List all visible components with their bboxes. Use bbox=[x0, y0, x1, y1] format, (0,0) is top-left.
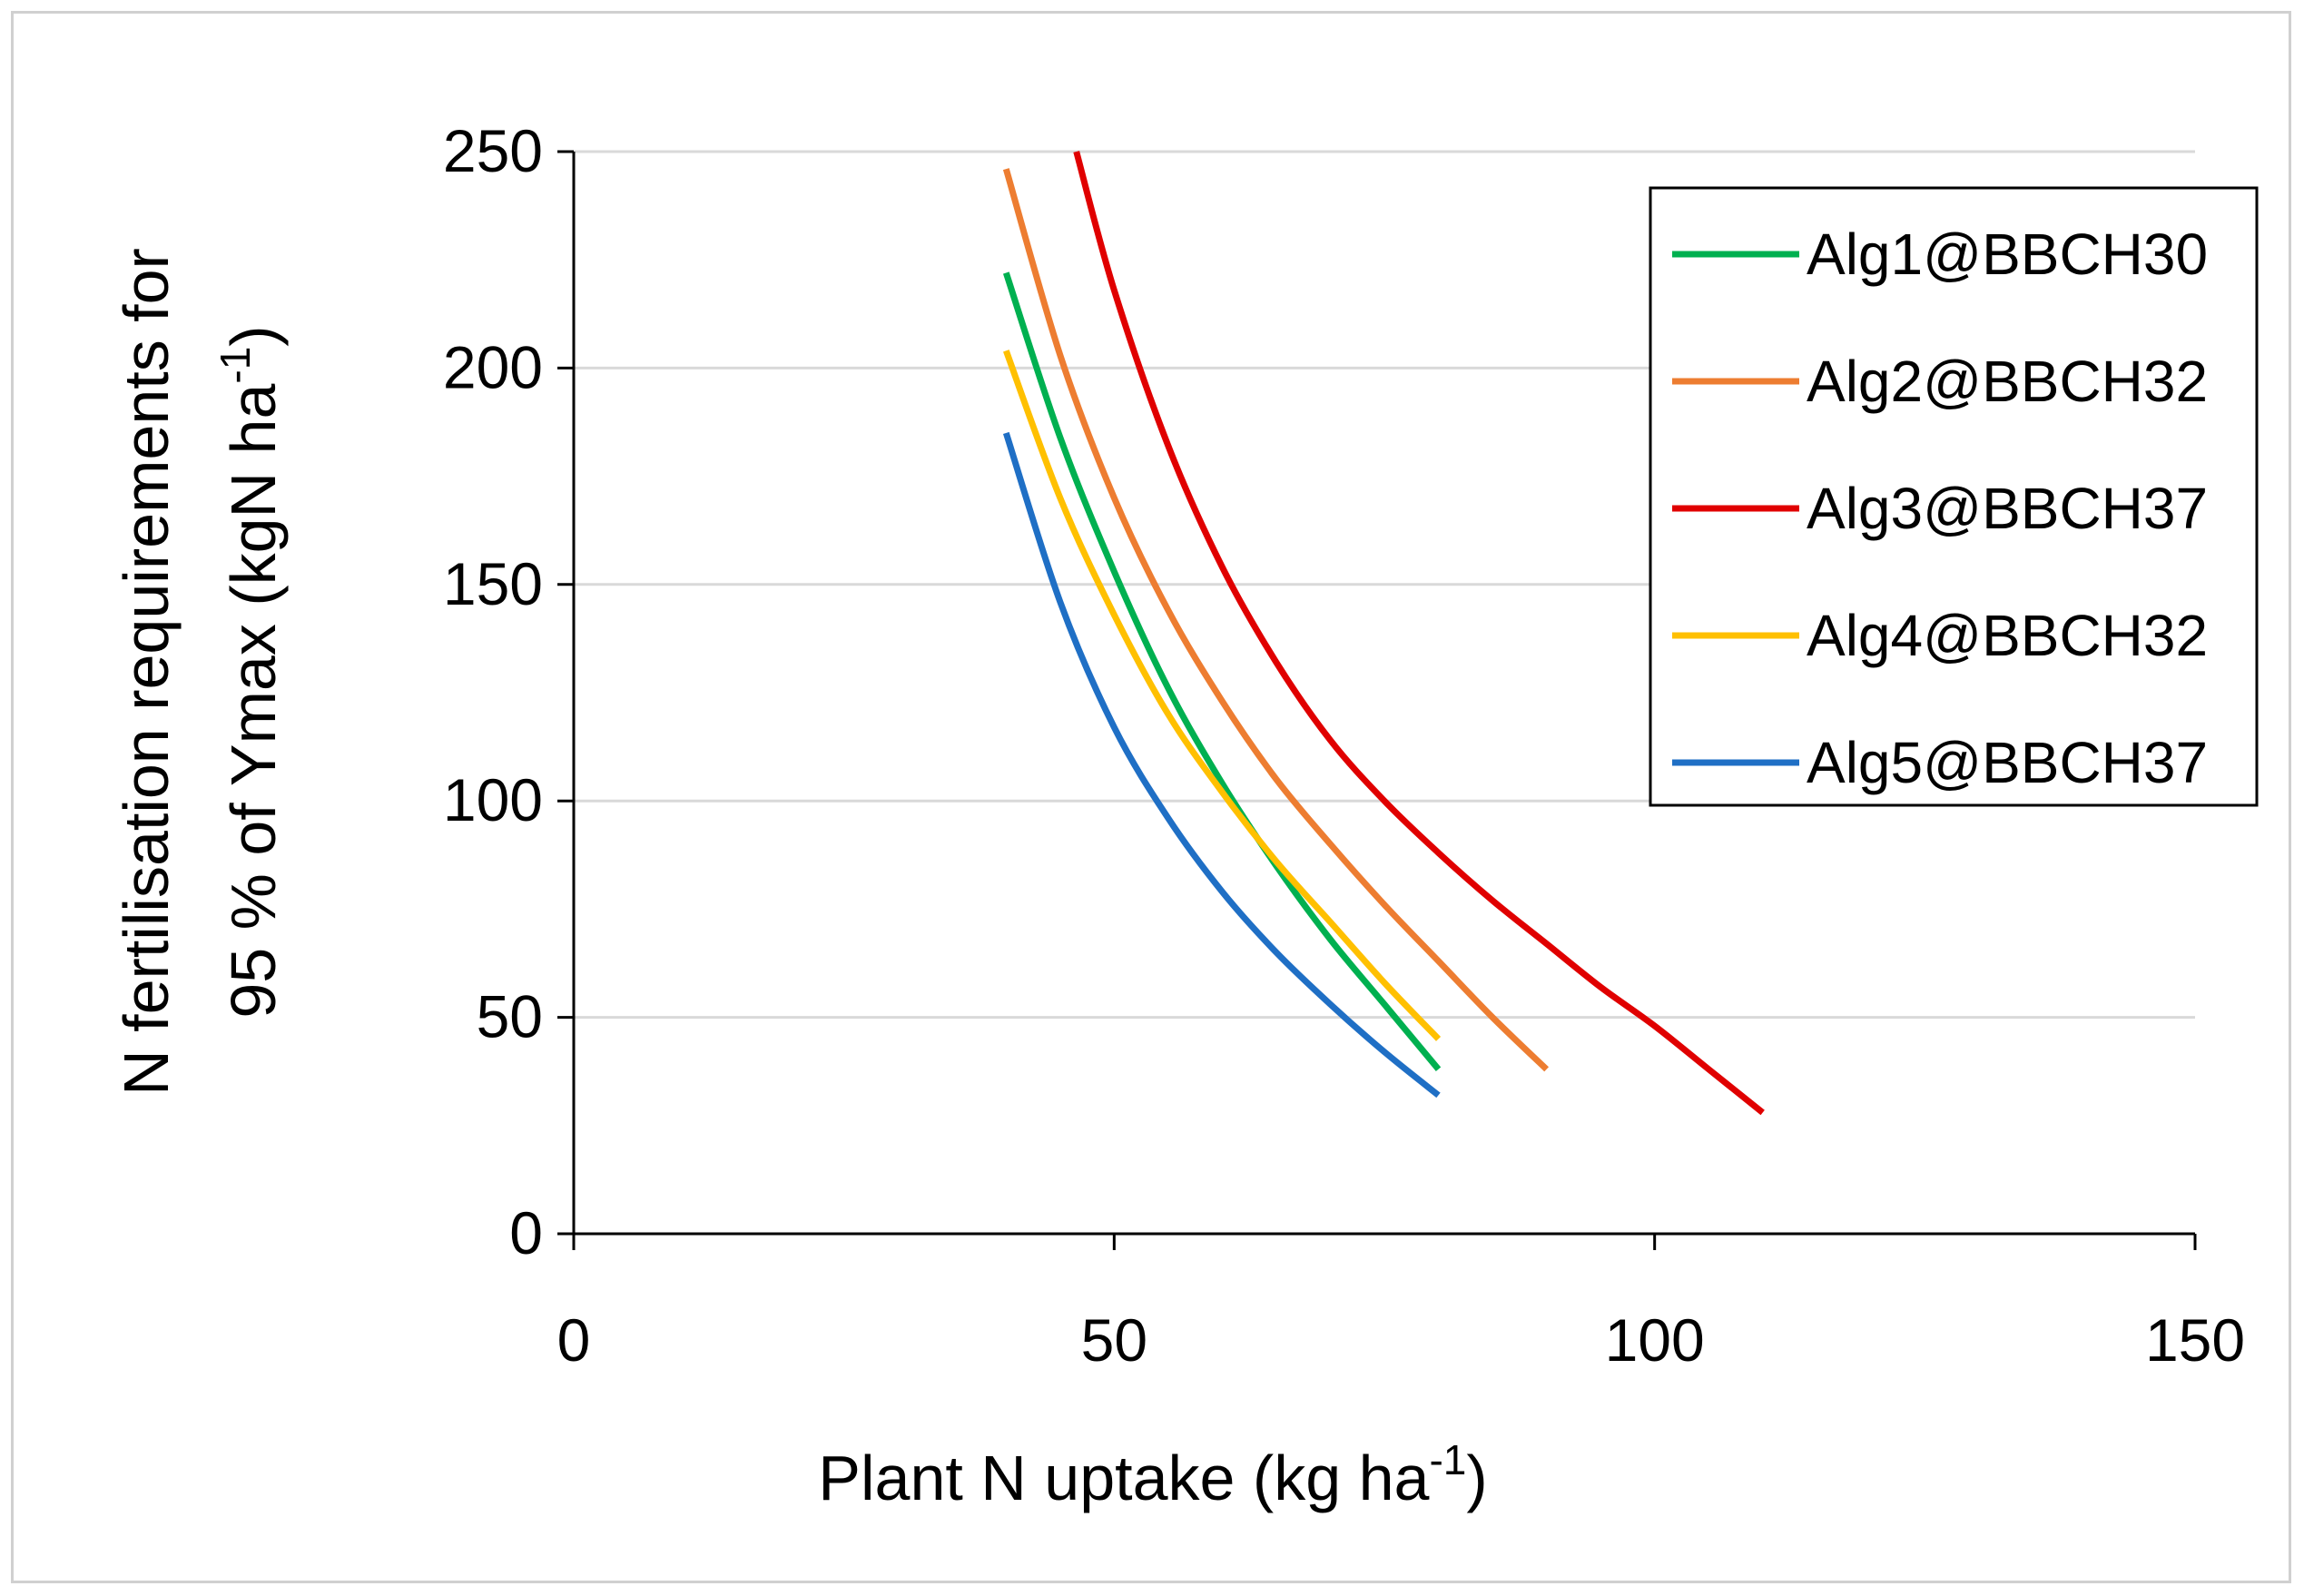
series-line-4 bbox=[1003, 350, 1442, 1041]
legend-box bbox=[1649, 186, 2259, 807]
axes bbox=[557, 150, 2197, 1250]
x-tick-label-3: 150 bbox=[2145, 1306, 2245, 1374]
series-layer bbox=[1002, 151, 1765, 1116]
series-line-3 bbox=[1073, 151, 1765, 1116]
x-tick-label-1: 50 bbox=[1081, 1306, 1147, 1374]
y-tick-label-1: 50 bbox=[477, 983, 543, 1050]
legend-label-3: Alg3@BBCH37 bbox=[1807, 476, 2208, 541]
x-axis-title: Plant N uptake (kg ha-1) bbox=[818, 1436, 1487, 1513]
legend-label-1: Alg1@BBCH30 bbox=[1807, 222, 2208, 287]
y-tick-label-5: 250 bbox=[443, 117, 543, 184]
series-line-2 bbox=[1002, 168, 1550, 1072]
x-tick-label-2: 100 bbox=[1605, 1306, 1705, 1374]
y-axis-title-line1: N fertilisation requirements for bbox=[111, 248, 182, 1096]
tick-labels: 0 50 100 150 200 250 0 50 100 150 bbox=[443, 117, 2245, 1374]
y-axis-title-line2: 95 % of Ymax (kgN ha-1) bbox=[212, 325, 289, 1018]
legend-label-5: Alg5@BBCH37 bbox=[1807, 730, 2208, 795]
x-tick-label-0: 0 bbox=[557, 1306, 591, 1374]
legend: Alg1@BBCH30 Alg2@BBCH32 Alg3@BBCH37 Alg4@BB… bbox=[1649, 186, 2259, 807]
series-line-1 bbox=[1002, 271, 1442, 1072]
legend-label-4: Alg4@BBCH32 bbox=[1807, 603, 2208, 668]
legend-label-2: Alg2@BBCH32 bbox=[1807, 349, 2208, 414]
series-line-5 bbox=[1002, 431, 1441, 1098]
y-tick-label-3: 150 bbox=[443, 550, 543, 617]
y-tick-label-2: 100 bbox=[443, 766, 543, 833]
y-tick-label-4: 200 bbox=[443, 333, 543, 400]
y-tick-label-0: 0 bbox=[509, 1199, 543, 1266]
y-axis-title: N fertilisation requirements for 95 % of… bbox=[111, 248, 289, 1096]
